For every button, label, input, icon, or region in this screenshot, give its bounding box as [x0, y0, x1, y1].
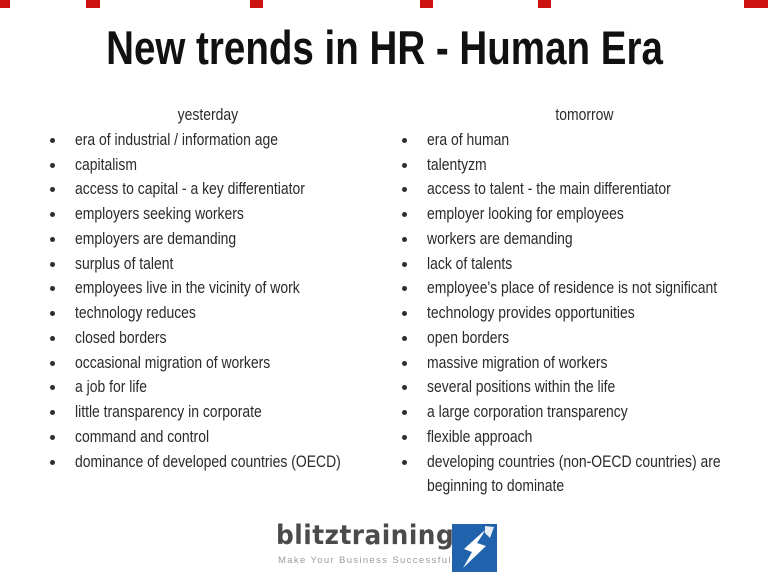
- list-item: technology reduces: [48, 301, 390, 326]
- bullet-icon: [50, 385, 55, 391]
- bullet-icon: [50, 459, 55, 465]
- list-item: employee's place of residence is not sig…: [400, 276, 768, 301]
- list-item: employers seeking workers: [48, 202, 390, 227]
- list-item: dominance of developed countries (OECD): [48, 450, 390, 475]
- bullet-icon: [50, 137, 55, 143]
- bullet-icon: [50, 335, 55, 341]
- bullet-icon: [402, 187, 407, 193]
- list-item: a job for life: [48, 375, 390, 400]
- bullet-icon: [402, 236, 407, 242]
- slide-title: New trends in HR - Human Era: [0, 22, 768, 74]
- list-item: workers are demanding: [400, 227, 768, 252]
- list-item: a large corporation transparency: [400, 400, 768, 425]
- list-item: lack of talents: [400, 252, 768, 277]
- list-item: technology provides opportunities: [400, 301, 768, 326]
- bullet-icon: [402, 137, 407, 143]
- bullet-icon: [50, 311, 55, 316]
- red-dash-decoration: [86, 0, 100, 8]
- blitztraining-logo-text: blitztraining: [276, 520, 455, 551]
- slide-title-text: New trends in HR - Human Era: [105, 21, 663, 74]
- bullet-icon: [402, 360, 407, 366]
- list-item: employees live in the vicinity of work: [48, 276, 390, 301]
- list-item: flexible approach: [400, 425, 768, 450]
- bullet-icon: [402, 162, 407, 168]
- list-item: employers are demanding: [48, 227, 390, 252]
- bullet-icon: [50, 162, 55, 168]
- bullet-icon: [50, 434, 55, 440]
- bullet-icon: [50, 187, 55, 193]
- logo-tagline: Make Your Business Successful: [278, 555, 452, 566]
- column-header-yesterday: yesterday: [177, 105, 239, 124]
- yesterday-list: era of industrial / information age capi…: [48, 128, 390, 475]
- list-item: open borders: [400, 326, 768, 351]
- red-dash-decoration: [538, 0, 551, 8]
- bullet-icon: [50, 236, 55, 242]
- bullet-icon: [50, 360, 55, 366]
- list-item: closed borders: [48, 326, 390, 351]
- list-item: access to talent - the main differentiat…: [400, 177, 768, 202]
- red-dash-decoration: [250, 0, 263, 8]
- list-item: capitalism: [48, 153, 390, 178]
- bullet-icon: [402, 311, 407, 316]
- red-dash-decoration: [0, 0, 10, 8]
- list-item: employer looking for employees: [400, 202, 768, 227]
- bullet-icon: [50, 261, 55, 267]
- column-tomorrow: tomorrow era of human talentyzm access t…: [400, 103, 768, 499]
- bullet-icon: [402, 286, 407, 292]
- bullet-icon: [402, 385, 407, 391]
- list-item: era of industrial / information age: [48, 128, 390, 153]
- list-item: several positions within the life: [400, 375, 768, 400]
- bullet-icon: [402, 459, 407, 465]
- bullet-icon: [402, 212, 407, 217]
- tomorrow-list: era of human talentyzm access to talent …: [400, 128, 768, 499]
- bullet-icon: [50, 410, 55, 415]
- red-dash-decoration: [744, 0, 768, 8]
- column-header-tomorrow: tomorrow: [554, 105, 614, 124]
- list-item: developing countries (non-OECD countries…: [400, 450, 768, 500]
- bullet-icon: [50, 212, 55, 217]
- bullet-icon: [402, 261, 407, 267]
- list-item: talentyzm: [400, 153, 768, 178]
- list-item: little transparency in corporate: [48, 400, 390, 425]
- list-item: occasional migration of workers: [48, 351, 390, 376]
- bullet-icon: [402, 410, 407, 415]
- list-item: command and control: [48, 425, 390, 450]
- lightning-bolt-icon: [452, 524, 497, 572]
- red-dash-decoration: [420, 0, 433, 8]
- bullet-icon: [50, 286, 55, 292]
- list-item: massive migration of workers: [400, 351, 768, 376]
- bullet-icon: [402, 335, 407, 341]
- bullet-icon: [402, 434, 407, 440]
- list-item: era of human: [400, 128, 768, 153]
- list-item: surplus of talent: [48, 252, 390, 277]
- list-item: access to capital - a key differentiator: [48, 177, 390, 202]
- column-yesterday: yesterday era of industrial / informatio…: [48, 103, 390, 474]
